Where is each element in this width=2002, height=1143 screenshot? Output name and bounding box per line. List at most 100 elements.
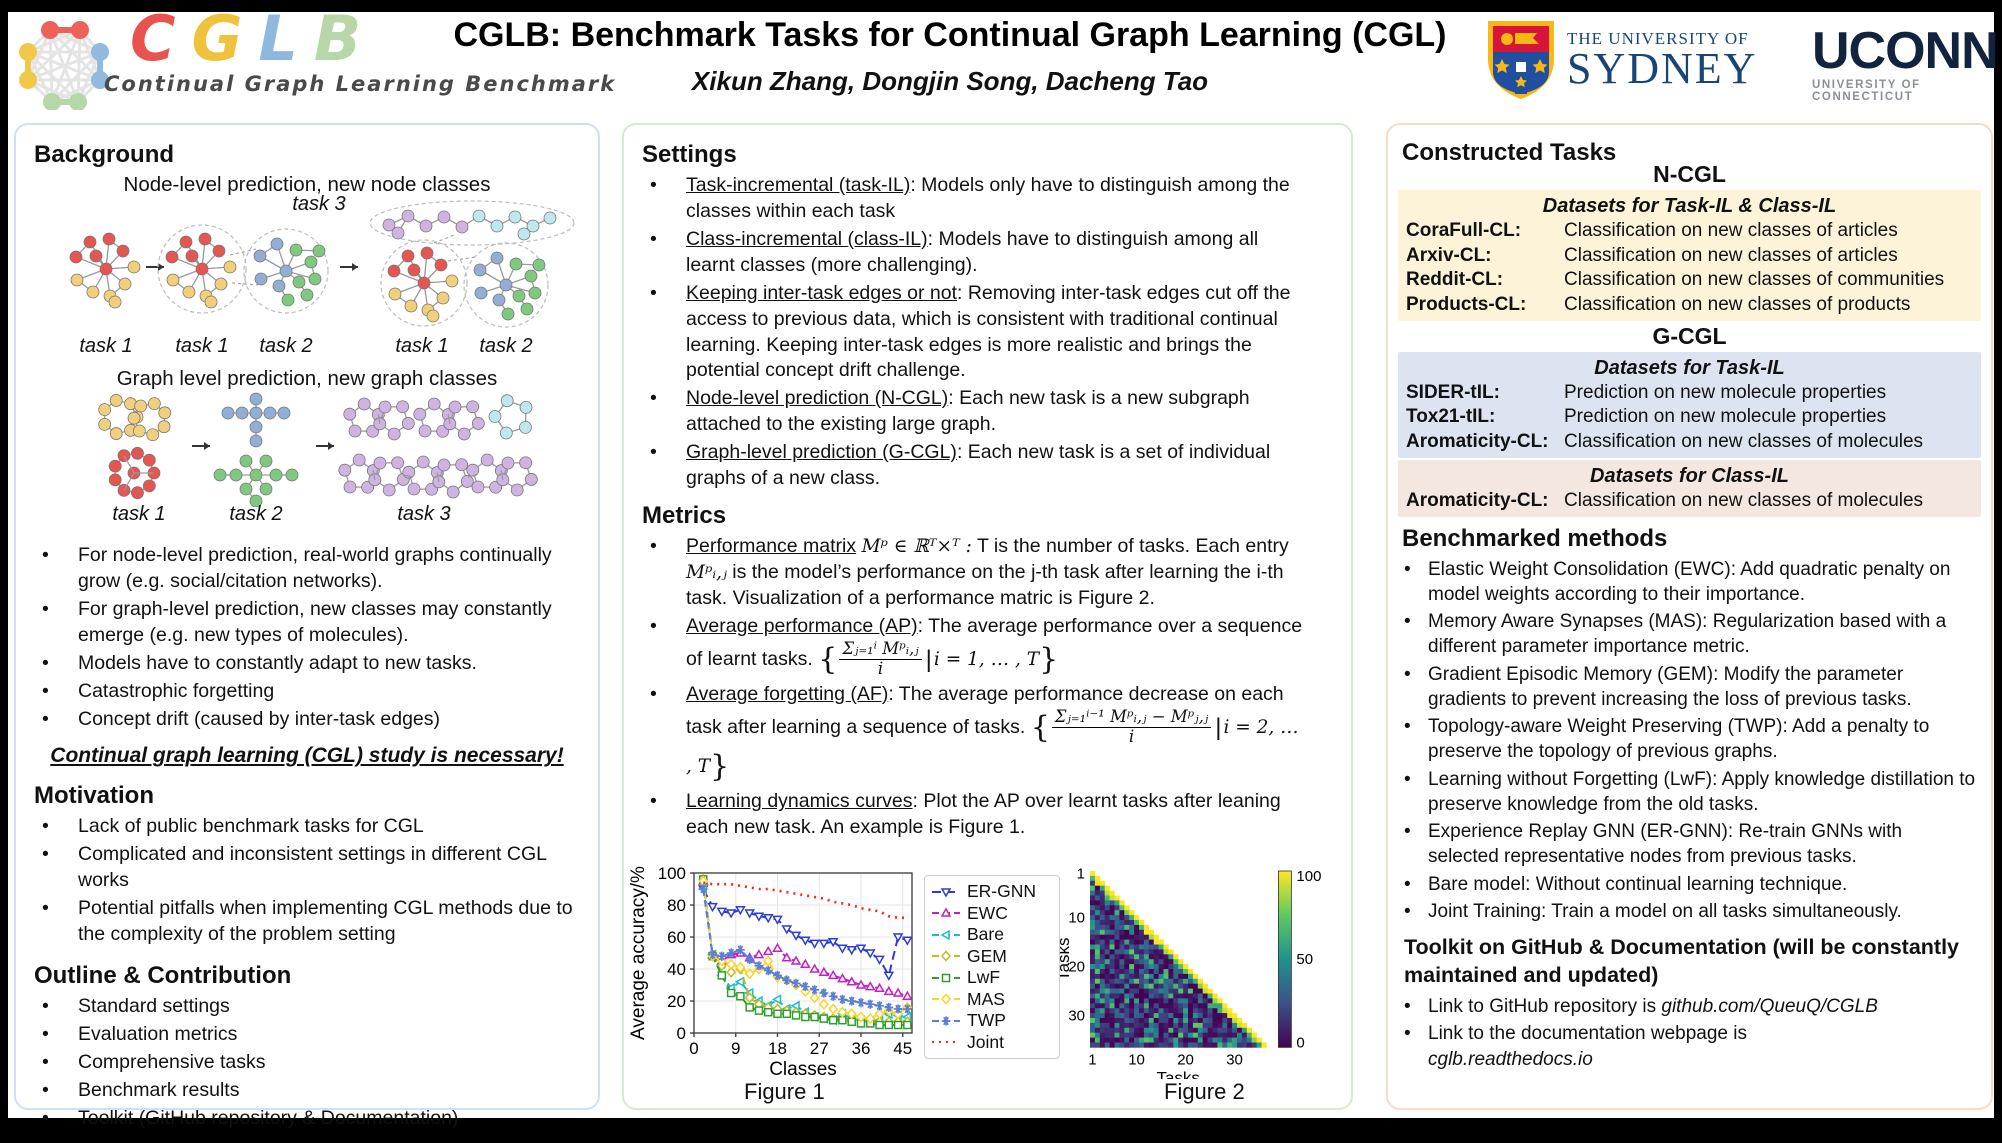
gcgl-taskil-header: Datasets for Task-IL xyxy=(1594,356,1785,379)
dataset-name: Products-CL: xyxy=(1406,294,1527,316)
bullet-item: Toolkit (GitHub repository & Documentati… xyxy=(34,1106,580,1132)
dataset-row: Products-CL: Classification on new classe… xyxy=(1406,293,1973,318)
bullet-item: For graph-level prediction, new classes … xyxy=(34,597,580,649)
task-label: task 2 xyxy=(479,335,533,357)
bullet-item: Keeping inter-task edges or not: Removin… xyxy=(642,281,1293,385)
metric-lead: Performance matrix xyxy=(686,535,857,558)
legend-marker-icon xyxy=(932,929,960,941)
bullet-item: Node-level prediction (N-CGL): Each new … xyxy=(642,386,1293,438)
legend-entry: LwF xyxy=(931,967,1053,989)
bullet-item: Complicated and inconsistent settings in… xyxy=(34,842,580,894)
svg-text:27: 27 xyxy=(810,1039,829,1058)
svg-text:45: 45 xyxy=(893,1039,912,1058)
figure1-legend: ER-GNN EWC Bare GEM LwF MAS TWP Joint xyxy=(924,875,1060,1059)
toolkit-heading: Toolkit on GitHub & Documentation (will … xyxy=(1404,935,1960,988)
gcgl-classil-header: Datasets for Class-IL xyxy=(1590,464,1789,487)
ap-numerator: Σⱼ₌₁ⁱ Mᵖᵢ,ⱼ xyxy=(839,639,922,661)
uconn-logo-wordmark: UCONN xyxy=(1812,22,1999,80)
metric-lead: Learning dynamics curves xyxy=(686,790,913,813)
bullet-item: Graph-level prediction (G-CGL): Each new… xyxy=(642,440,1293,492)
ncgl-subheading: N-CGL xyxy=(1653,161,1726,187)
dataset-name: Aromaticity-CL: xyxy=(1406,489,1549,511)
svg-text:36: 36 xyxy=(852,1039,871,1058)
bullet-item: Standard settings xyxy=(34,994,580,1020)
perf-matrix-formula: Mᵖ ∈ ℝᵀ×ᵀ : xyxy=(861,536,972,558)
af-numerator: Σⱼ₌₁ⁱ⁻¹ Mᵖᵢ,ⱼ − Mᵖⱼ,ⱼ xyxy=(1051,707,1212,729)
af-fraction: Σⱼ₌₁ⁱ⁻¹ Mᵖᵢ,ⱼ − Mᵖⱼ,ⱼ i xyxy=(1051,707,1212,747)
dataset-row: CoraFull-CL: Classification on new classe… xyxy=(1406,219,1973,244)
bullet-item: Learning without Forgetting (LwF): Apply… xyxy=(1402,767,1977,818)
figure2-caption: Figure 2 xyxy=(1164,1079,1245,1104)
dataset-name: Reddit-CL: xyxy=(1406,269,1504,291)
dataset-desc: Classification on new classes of communi… xyxy=(1564,269,1945,291)
af-condition: i = 2, … , T xyxy=(686,716,1299,778)
formula-brace: { xyxy=(1030,709,1050,745)
bullet-text: : Removing inter-task edges cut off the … xyxy=(686,281,1291,382)
bullet-item: Experience Replay GNN (ER-GNN): Re-train… xyxy=(1402,819,1977,870)
cglb-network-logo-icon xyxy=(19,21,109,110)
dataset-desc: Classification on new classes of article… xyxy=(1564,244,1898,266)
legend-marker-icon xyxy=(932,1041,960,1044)
legend-label: Joint xyxy=(967,1031,1004,1052)
sydney-logo-line2: SYDNEY xyxy=(1567,43,1758,93)
bullet-lead: Node-level prediction (N-CGL) xyxy=(686,387,949,410)
legend-label: TWP xyxy=(967,1010,1006,1031)
formula-bar: | xyxy=(1215,713,1222,741)
task3-label: task 3 xyxy=(292,193,346,215)
logo-letter-l: L xyxy=(258,2,314,75)
bullet-item: Memory Aware Synapses (MAS): Regularizat… xyxy=(1402,609,1977,660)
metrics-heading: Metrics xyxy=(642,502,727,530)
svg-text:1: 1 xyxy=(1077,865,1085,882)
svg-text:Tasks: Tasks xyxy=(1060,937,1073,980)
figures-block: 0 20 40 60 80 100 0 9 18 27 36 45 Classes Average acc… xyxy=(624,863,1355,1108)
svg-text:1: 1 xyxy=(1088,1051,1096,1068)
dataset-name: SIDER-tIL: xyxy=(1406,381,1500,403)
metric-text: is the model’s performance on the j-th t… xyxy=(686,560,1284,609)
legend-marker-icon xyxy=(932,973,960,982)
toolkit-docs-item: Link to the documentation webpage is cgl… xyxy=(1402,1021,1977,1072)
legend-label: ER-GNN xyxy=(967,881,1037,902)
logo-letter-b: B xyxy=(313,2,378,75)
metric-learning-dynamics: Learning dynamics curves: Plot the AP ov… xyxy=(642,789,1309,841)
bullet-item: Elastic Weight Consolidation (EWC): Add … xyxy=(1402,557,1977,608)
metric-average-forgetting: Average forgetting (AF): The average per… xyxy=(642,682,1309,788)
metric-average-performance: Average performance (AP): The average pe… xyxy=(642,614,1309,680)
graph-level-diagram-caption: Graph level prediction, new graph classe… xyxy=(116,367,498,390)
legend-entry: MAS xyxy=(931,989,1053,1011)
legend-entry: TWP xyxy=(931,1010,1053,1032)
bullet-lead: Task-incremental (task-IL) xyxy=(686,174,911,196)
svg-text:50: 50 xyxy=(1296,951,1313,968)
uconn-logo: UCONN UNIVERSITY OF CONNECTICUT xyxy=(1812,22,2002,103)
background-bullet-list: For node-level prediction, real-world gr… xyxy=(34,543,580,732)
bullet-item: Joint Training: Train a model on all tas… xyxy=(1402,899,1977,925)
bullet-text: : Each new task is a set of individual g… xyxy=(686,441,1271,490)
toolkit-github-item: Link to GitHub repository is github.com/… xyxy=(1402,994,1977,1020)
settings-heading: Settings xyxy=(642,141,737,168)
svg-text:40: 40 xyxy=(667,960,686,979)
poster-title: CGLB: Benchmark Tasks for Continual Grap… xyxy=(453,16,1447,54)
legend-label: MAS xyxy=(967,988,1005,1009)
formula-brace: } xyxy=(1039,641,1059,677)
ap-fraction: Σⱼ₌₁ⁱ Mᵖᵢ,ⱼ i xyxy=(839,639,922,679)
node-level-diagram-caption: Node-level prediction, new node classes xyxy=(123,173,491,196)
svg-text:80: 80 xyxy=(667,896,686,915)
github-repo-link: github.com/QueuQ/CGLB xyxy=(1661,996,1878,1018)
task-label: task 2 xyxy=(259,335,313,357)
svg-text:20: 20 xyxy=(1177,1051,1194,1068)
bullet-lead: Class-incremental (class-IL) xyxy=(686,227,928,250)
logo-subtitle: Continual Graph Learning Benchmark xyxy=(104,72,617,96)
ap-denominator: i xyxy=(877,659,884,679)
dataset-name: CoraFull-CL: xyxy=(1406,220,1522,241)
poster-authors: Xikun Zhang, Dongjin Song, Dacheng Tao xyxy=(691,66,1209,96)
bullet-text: : Each new task is a new subgraph attach… xyxy=(686,387,1250,436)
bullet-item: Models have to constantly adapt to new t… xyxy=(34,651,580,677)
bullet-item: For node-level prediction, real-world gr… xyxy=(34,543,580,595)
background-heading: Background xyxy=(34,141,175,168)
motivation-heading: Motivation xyxy=(34,782,154,810)
dataset-row: Arxiv-CL: Classification on new classes o… xyxy=(1406,244,1973,269)
legend-marker-icon xyxy=(932,1016,960,1026)
settings-bullet-list: Task-incremental (task-IL): Models only … xyxy=(642,173,1333,492)
outline-bullet-list: Standard settingsEvaluation metricsCompr… xyxy=(34,994,580,1132)
svg-text:30: 30 xyxy=(1226,1051,1243,1068)
